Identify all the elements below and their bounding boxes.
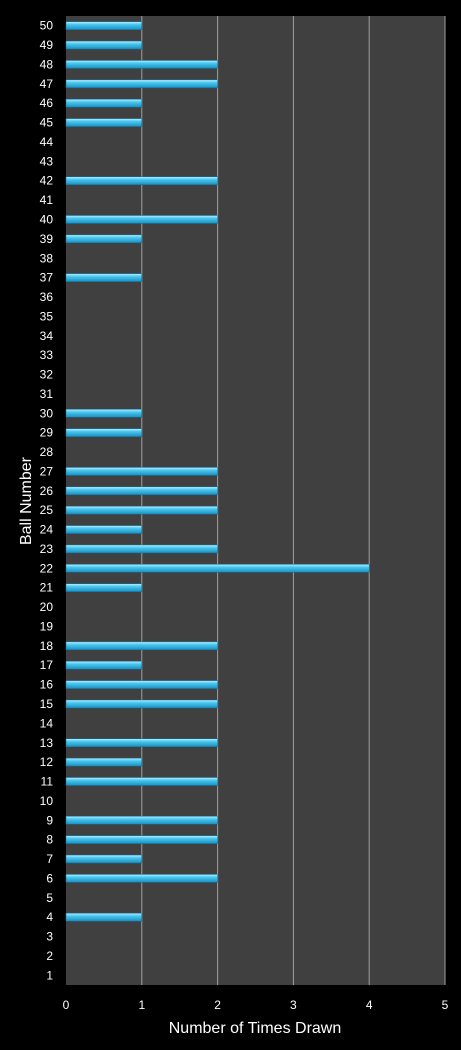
y-tick-label: 29: [40, 426, 54, 440]
y-axis-title: Ball Number: [18, 456, 35, 545]
y-tick-label: 37: [40, 271, 54, 285]
y-tick-label: 48: [40, 57, 54, 71]
y-tick-label: 24: [40, 523, 54, 537]
y-tick-label: 34: [40, 329, 54, 343]
bar-ball-47: [65, 79, 218, 89]
bar-ball-18: [65, 641, 218, 651]
y-tick-label: 14: [40, 716, 54, 730]
y-tick-label: 50: [40, 19, 54, 33]
y-tick-label: 22: [40, 561, 54, 575]
y-tick-label: 16: [40, 678, 54, 692]
y-tick-label: 27: [40, 464, 54, 478]
y-tick-label: 35: [40, 309, 54, 323]
bar-ball-39: [65, 234, 143, 244]
y-tick-label: 4: [46, 910, 53, 924]
bar-ball-46: [65, 98, 143, 108]
bar-ball-6: [65, 874, 218, 883]
bar-ball-21: [65, 583, 143, 592]
y-tick-label: 40: [40, 212, 54, 226]
y-tick-label: 42: [40, 174, 54, 188]
bar-ball-40: [65, 215, 218, 224]
y-tick-label: 43: [40, 154, 54, 168]
bar-ball-12: [65, 757, 143, 767]
x-tick-labels: 0 1 2 3 4 5: [63, 998, 449, 1012]
bar-ball-9: [65, 816, 218, 825]
y-tick-labels: 1234567891011121314151617181920212223242…: [40, 19, 54, 983]
y-tick-label: 15: [40, 697, 54, 711]
y-tick-label: 30: [40, 406, 54, 420]
bar-ball-25: [65, 505, 218, 515]
y-tick-label: 31: [40, 387, 54, 401]
x-tick-label: 4: [366, 998, 373, 1012]
y-tick-label: 8: [46, 833, 53, 847]
y-tick-label: 3: [46, 930, 53, 944]
y-tick-label: 44: [40, 135, 54, 149]
x-axis-title: Number of Times Drawn: [169, 1020, 342, 1037]
y-tick-label: 39: [40, 232, 54, 246]
y-tick-label: 2: [46, 949, 53, 963]
y-tick-label: 23: [40, 542, 54, 556]
y-tick-label: 9: [46, 813, 53, 827]
y-tick-label: 17: [40, 658, 54, 672]
y-tick-label: 47: [40, 77, 54, 91]
bar-ball-4: [65, 912, 143, 922]
bar-ball-13: [65, 738, 218, 747]
y-tick-label: 11: [41, 775, 54, 789]
y-tick-label: 26: [40, 484, 54, 498]
y-tick-label: 28: [40, 445, 54, 459]
bar-ball-7: [65, 854, 143, 864]
y-tick-label: 18: [40, 639, 54, 653]
bar-ball-49: [65, 40, 143, 50]
bar-ball-29: [65, 428, 143, 437]
bar-ball-22: [65, 564, 370, 573]
y-tick-label: 38: [40, 251, 54, 265]
y-tick-label: 12: [40, 755, 54, 769]
bar-ball-37: [65, 273, 143, 282]
y-tick-label: 33: [40, 348, 54, 362]
y-tick-label: 41: [40, 193, 54, 207]
y-tick-label: 49: [40, 38, 54, 52]
bar-ball-8: [65, 835, 218, 844]
y-tick-label: 45: [40, 116, 54, 130]
y-tick-label: 13: [40, 736, 54, 750]
y-tick-label: 7: [46, 852, 53, 866]
bar-ball-23: [65, 544, 218, 554]
x-tick-label: 1: [138, 998, 145, 1012]
bar-ball-42: [65, 176, 218, 185]
y-tick-label: 21: [40, 581, 54, 595]
bar-ball-26: [65, 486, 218, 496]
y-tick-label: 25: [40, 503, 54, 517]
y-tick-label: 1: [46, 968, 53, 982]
bar-ball-16: [65, 680, 218, 689]
bars: [65, 21, 370, 922]
y-tick-label: 32: [40, 368, 54, 382]
y-tick-label: 46: [40, 96, 54, 110]
y-tick-label: 36: [40, 290, 54, 304]
bar-ball-45: [65, 118, 143, 127]
x-tick-label: 3: [290, 998, 297, 1012]
bar-ball-30: [65, 409, 143, 418]
y-tick-label: 6: [46, 871, 53, 885]
bar-ball-27: [65, 467, 218, 476]
y-tick-label: 10: [40, 794, 54, 808]
x-tick-label: 2: [214, 998, 221, 1012]
bar-ball-11: [65, 777, 218, 786]
bar-ball-15: [65, 699, 218, 709]
x-tick-label: 5: [442, 998, 449, 1012]
x-tick-label: 0: [63, 998, 70, 1012]
bar-ball-50: [65, 21, 143, 30]
bar-ball-24: [65, 525, 143, 534]
y-tick-label: 5: [46, 891, 53, 905]
y-tick-label: 20: [40, 600, 54, 614]
bar-ball-48: [65, 60, 218, 69]
bar-ball-17: [65, 660, 143, 670]
y-tick-label: 19: [40, 619, 54, 633]
